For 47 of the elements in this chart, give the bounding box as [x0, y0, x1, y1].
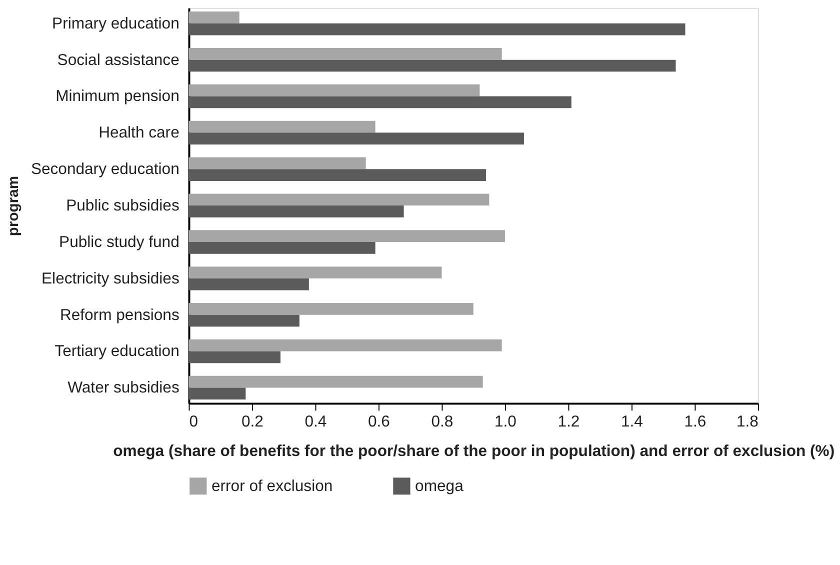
legend-label: error of exclusion	[211, 478, 333, 496]
y-tick-label: Social assistance	[57, 52, 180, 69]
bar	[188, 230, 505, 242]
bar	[188, 388, 246, 400]
y-tick-label: Minimum pension	[56, 88, 180, 106]
bar	[188, 278, 309, 290]
x-tick-label: 0.2	[242, 413, 264, 430]
bar	[188, 12, 240, 24]
x-tick-label: 0	[189, 413, 198, 430]
bar	[188, 120, 376, 133]
bar	[188, 303, 474, 315]
bar	[188, 96, 572, 108]
y-tick-label: Public study fund	[59, 234, 180, 251]
x-tick-label: 0.6	[368, 413, 390, 430]
y-tick-label: Public subsidies	[66, 197, 180, 214]
bar	[188, 376, 483, 388]
legend-label: omega	[415, 478, 464, 496]
bar	[188, 242, 376, 254]
bar	[188, 206, 404, 218]
bar	[188, 60, 676, 72]
y-tick-label: Secondary education	[30, 161, 180, 178]
bar	[188, 314, 300, 327]
x-tick-label: 0.8	[431, 413, 454, 430]
bar	[188, 132, 524, 145]
y-tick-label: Electricity subsidies	[42, 270, 180, 288]
bar	[188, 169, 486, 181]
x-tick-label: 0.4	[304, 413, 327, 430]
x-tick-label: 1.6	[684, 413, 706, 430]
x-tick-label: 1.2	[558, 413, 580, 430]
bar	[188, 339, 502, 352]
bar	[188, 351, 280, 364]
x-tick-label: 1.8	[736, 413, 759, 430]
y-tick-label: Water subsidies	[68, 380, 180, 397]
bar	[188, 266, 442, 278]
y-tick-label: Primary education	[52, 15, 180, 32]
y-tick-label: Tertiary education	[54, 343, 180, 360]
x-tick-label: 1.4	[620, 413, 644, 430]
bar	[188, 23, 686, 36]
x-tick-label: 1.0	[494, 413, 517, 430]
x-axis-title: omega (share of benefits for the poor/share of the poor in population) and error of exclusion (%)	[113, 443, 835, 460]
y-tick-label: Reform pensions	[60, 306, 180, 324]
y-tick-label: Health care	[98, 124, 180, 142]
bar	[188, 84, 480, 96]
y-axis-title: program	[6, 176, 22, 236]
bar	[188, 48, 502, 60]
bar	[188, 194, 490, 206]
bar	[188, 157, 366, 170]
